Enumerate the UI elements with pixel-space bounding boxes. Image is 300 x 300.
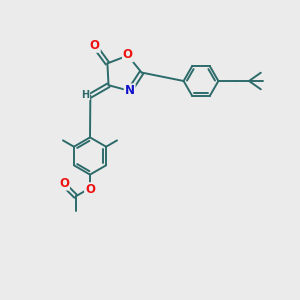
Text: N: N <box>125 84 135 98</box>
Text: O: O <box>85 183 95 196</box>
Text: O: O <box>90 39 100 52</box>
Text: H: H <box>81 89 89 100</box>
Text: O: O <box>59 177 69 190</box>
Text: O: O <box>123 48 133 62</box>
